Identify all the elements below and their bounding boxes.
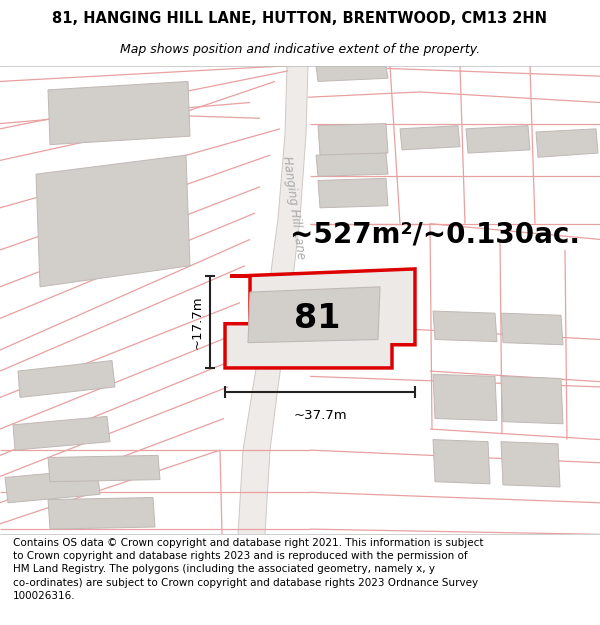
Polygon shape: [316, 66, 388, 81]
Polygon shape: [318, 124, 388, 155]
Polygon shape: [400, 126, 460, 150]
Text: ~37.7m: ~37.7m: [293, 409, 347, 422]
Polygon shape: [318, 178, 388, 208]
Polygon shape: [433, 439, 490, 484]
Polygon shape: [501, 313, 563, 345]
Text: Hanging Hill Lane: Hanging Hill Lane: [280, 156, 308, 260]
Polygon shape: [536, 129, 598, 158]
Polygon shape: [501, 376, 563, 424]
Polygon shape: [433, 311, 497, 342]
Polygon shape: [466, 126, 530, 153]
Polygon shape: [316, 153, 388, 176]
Text: Map shows position and indicative extent of the property.: Map shows position and indicative extent…: [120, 42, 480, 56]
Polygon shape: [18, 361, 115, 398]
Polygon shape: [48, 81, 190, 144]
Polygon shape: [48, 498, 155, 529]
Polygon shape: [36, 155, 190, 287]
Text: 81, HANGING HILL LANE, HUTTON, BRENTWOOD, CM13 2HN: 81, HANGING HILL LANE, HUTTON, BRENTWOOD…: [53, 11, 548, 26]
Polygon shape: [48, 456, 160, 482]
Text: ~527m²/~0.130ac.: ~527m²/~0.130ac.: [290, 220, 580, 248]
Text: Contains OS data © Crown copyright and database right 2021. This information is : Contains OS data © Crown copyright and d…: [13, 538, 484, 601]
Polygon shape: [13, 416, 110, 450]
Polygon shape: [248, 287, 380, 342]
Polygon shape: [433, 374, 497, 421]
Polygon shape: [238, 66, 308, 534]
Text: 81: 81: [295, 302, 341, 335]
Text: ~17.7m: ~17.7m: [191, 295, 204, 349]
Polygon shape: [5, 469, 100, 502]
Polygon shape: [501, 442, 560, 487]
Polygon shape: [225, 269, 415, 368]
